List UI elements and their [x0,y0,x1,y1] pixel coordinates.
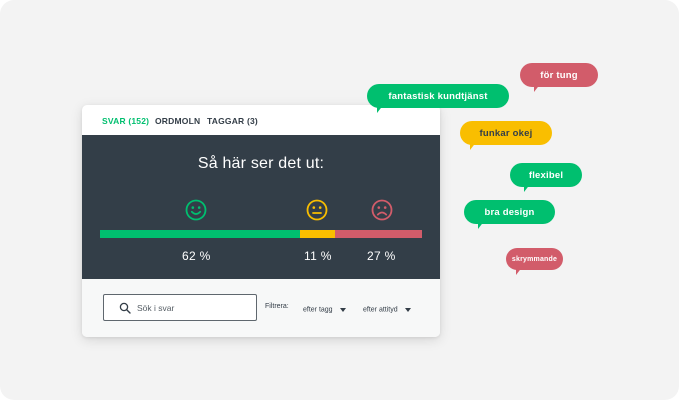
caret-down-icon [404,307,411,312]
caret-down-icon [339,307,346,312]
sentiment-panel: Så här ser det ut: [82,135,440,279]
smiley-sad-icon [371,199,393,221]
bubble-for-tung: för tung [520,63,598,92]
tab-bar: SVAR (152) ORDMOLN TAGGAR (3) [82,105,440,135]
attitude-filter-dropdown[interactable]: efter attityd [363,301,411,313]
search-box [103,294,257,321]
bubble-funkar-okej: funkar okej [460,121,552,150]
attitude-filter-label: efter attityd [363,306,398,314]
bubble-bra-design: bra design [464,200,555,229]
results-card: SVAR (152) ORDMOLN TAGGAR (3) Så här ser… [82,105,440,337]
bubble-flexibel: flexibel [510,163,582,192]
tag-filter-label: efter tagg [303,306,333,314]
search-icon [119,302,131,314]
percent-negative: 27 % [367,249,396,263]
bubble-fantastisk-kundtjanst: fantastisk kundtjänst [367,84,509,113]
tab-taggar[interactable]: TAGGAR (3) [207,116,258,126]
tab-ordmoln[interactable]: ORDMOLN [155,116,201,126]
smiley-happy-icon [185,199,207,221]
filter-label: Filtrera: [265,303,289,310]
filter-footer: Filtrera: efter tagg efter attityd [82,279,440,337]
bar-segment-neutral [299,230,336,238]
smiley-neutral-icon [306,199,328,221]
panel-title: Så här ser det ut: [197,155,325,172]
bubble-skrymmande: skrymmande [506,248,563,275]
bar-segment-negative [335,230,422,238]
tab-svar[interactable]: SVAR (152) [102,116,150,126]
sentiment-bar [100,230,422,238]
search-input[interactable] [137,297,252,318]
tag-filter-dropdown[interactable]: efter tagg [303,301,346,313]
percent-neutral: 11 % [304,249,332,263]
bar-segment-positive [100,230,300,238]
percent-positive: 62 % [182,249,211,263]
